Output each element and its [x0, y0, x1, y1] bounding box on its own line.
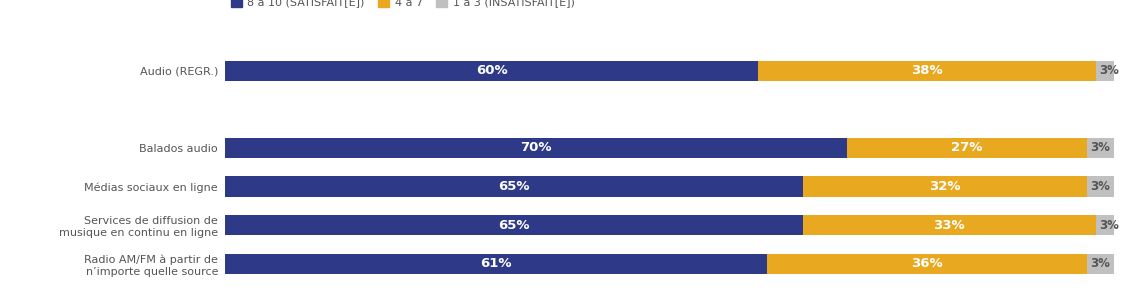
Bar	[1087, 254, 1114, 274]
Bar	[1096, 215, 1123, 235]
Bar	[225, 61, 758, 81]
Bar	[803, 176, 1087, 197]
Bar	[767, 254, 1087, 274]
Text: 3%: 3%	[1090, 257, 1110, 270]
Bar	[225, 138, 847, 158]
Bar	[225, 176, 803, 197]
Legend: 8 à 10 (SATISFAIT[E]), 4 à 7, 1 à 3 (INSATISFAIT[E]): 8 à 10 (SATISFAIT[E]), 4 à 7, 1 à 3 (INS…	[231, 0, 575, 8]
Text: 27%: 27%	[952, 141, 983, 154]
Text: 38%: 38%	[911, 64, 943, 77]
Bar	[225, 254, 767, 274]
Text: 36%: 36%	[911, 257, 943, 270]
Text: 3%: 3%	[1099, 219, 1119, 232]
Bar	[847, 138, 1087, 158]
Bar	[803, 215, 1096, 235]
Text: 61%: 61%	[480, 257, 512, 270]
Text: 3%: 3%	[1099, 64, 1119, 77]
Text: 3%: 3%	[1090, 141, 1110, 154]
Bar	[1087, 138, 1114, 158]
Text: 65%: 65%	[498, 219, 530, 232]
Text: 33%: 33%	[934, 219, 965, 232]
Bar	[1087, 176, 1114, 197]
Bar	[1096, 61, 1123, 81]
Bar	[758, 61, 1096, 81]
Text: 65%: 65%	[498, 180, 530, 193]
Bar	[225, 215, 803, 235]
Text: 32%: 32%	[929, 180, 961, 193]
Text: 70%: 70%	[520, 141, 552, 154]
Text: 3%: 3%	[1090, 180, 1110, 193]
Text: 60%: 60%	[476, 64, 507, 77]
